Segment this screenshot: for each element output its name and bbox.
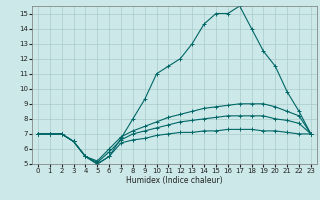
- X-axis label: Humidex (Indice chaleur): Humidex (Indice chaleur): [126, 176, 223, 185]
